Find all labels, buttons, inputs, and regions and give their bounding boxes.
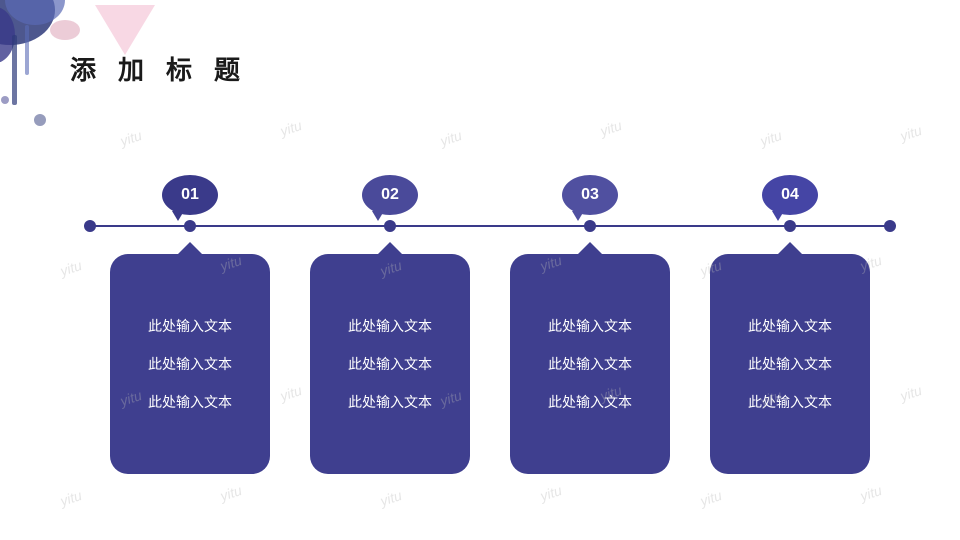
- watermark-text: yitu: [898, 122, 924, 144]
- card-text-line: 此处输入文本: [748, 392, 832, 412]
- watermark-text: yitu: [118, 127, 144, 149]
- step-number-bubble: 02: [362, 175, 418, 215]
- step-number-bubble: 03: [562, 175, 618, 215]
- decorative-triangle: [95, 5, 155, 55]
- card-text-line: 此处输入文本: [148, 316, 232, 336]
- timeline-node: [184, 220, 196, 232]
- watermark-text: yitu: [58, 257, 84, 279]
- step-card: 此处输入文本 此处输入文本 此处输入文本: [710, 254, 870, 474]
- step-3: 03 此处输入文本 此处输入文本 此处输入文本: [505, 175, 675, 474]
- card-text-line: 此处输入文本: [348, 354, 432, 374]
- watermark-text: yitu: [438, 127, 464, 149]
- card-text-line: 此处输入文本: [348, 392, 432, 412]
- step-card: 此处输入文本 此处输入文本 此处输入文本: [510, 254, 670, 474]
- watermark-text: yitu: [758, 127, 784, 149]
- steps-row: 01 此处输入文本 此处输入文本 此处输入文本 02 此处输入文本 此处输入文本…: [90, 175, 890, 474]
- watermark-text: yitu: [858, 482, 884, 504]
- page-title: 添加标题: [70, 50, 262, 87]
- watermark-text: yitu: [538, 482, 564, 504]
- timeline-node: [384, 220, 396, 232]
- step-number-bubble: 04: [762, 175, 818, 215]
- step-1: 01 此处输入文本 此处输入文本 此处输入文本: [105, 175, 275, 474]
- watermark-text: yitu: [218, 482, 244, 504]
- watermark-text: yitu: [378, 487, 404, 509]
- step-card: 此处输入文本 此处输入文本 此处输入文本: [110, 254, 270, 474]
- card-text-line: 此处输入文本: [548, 392, 632, 412]
- watermark-text: yitu: [278, 117, 304, 139]
- watermark-text: yitu: [598, 117, 624, 139]
- card-text-line: 此处输入文本: [348, 316, 432, 336]
- card-text-line: 此处输入文本: [148, 392, 232, 412]
- watermark-text: yitu: [698, 487, 724, 509]
- step-card: 此处输入文本 此处输入文本 此处输入文本: [310, 254, 470, 474]
- card-text-line: 此处输入文本: [748, 354, 832, 374]
- card-text-line: 此处输入文本: [548, 354, 632, 374]
- timeline-node: [584, 220, 596, 232]
- card-text-line: 此处输入文本: [548, 316, 632, 336]
- card-text-line: 此处输入文本: [748, 316, 832, 336]
- step-2: 02 此处输入文本 此处输入文本 此处输入文本: [305, 175, 475, 474]
- card-text-line: 此处输入文本: [148, 354, 232, 374]
- timeline-node: [784, 220, 796, 232]
- step-number-bubble: 01: [162, 175, 218, 215]
- step-4: 04 此处输入文本 此处输入文本 此处输入文本: [705, 175, 875, 474]
- watermark-text: yitu: [898, 382, 924, 404]
- watermark-text: yitu: [58, 487, 84, 509]
